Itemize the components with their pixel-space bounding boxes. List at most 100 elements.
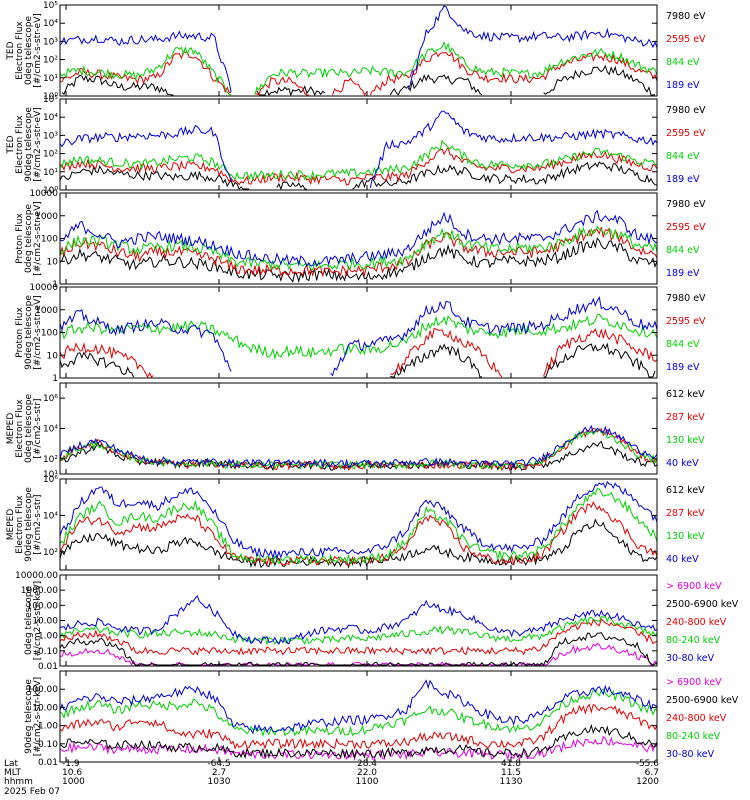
series-3-trace: [59, 703, 658, 750]
y-tick-label: 10⁵: [43, 95, 58, 105]
y-axis-label: 90deg telescope: [24, 679, 34, 754]
y-tick-label: 10000: [29, 189, 58, 199]
panel-7: 0.01 0.10 1.00 10.00 100.00 1000.00 10000.00 0d…: [15, 571, 739, 672]
panel-4: 1 10 100 1000 10000 Proton Flux 90deg telescop…: [15, 283, 706, 384]
legend-entry: 2595 eV: [666, 34, 706, 45]
y-axis-label: [#/cm2-s-str-eV]: [33, 201, 43, 276]
y-tick-label: 10000.00: [15, 571, 58, 581]
y-axis-label: 0deg telescope: [24, 586, 34, 656]
series-1-trace: [59, 518, 658, 569]
y-tick-label: 1: [52, 280, 58, 290]
series-1-trace: [59, 440, 658, 472]
y-axis-label: Electron Flux: [15, 115, 25, 174]
y-tick-label: 1.00: [38, 632, 58, 642]
series-4-trace: [59, 480, 658, 560]
y-axis-label: 90deg telescope: [24, 107, 34, 182]
y-axis-label: 90deg telescope: [24, 487, 34, 562]
y-axis-label: 0deg telescope: [24, 204, 34, 274]
legend-entry: 7980 eV: [666, 11, 706, 22]
legend-entry: 2500-6900 keV: [666, 695, 739, 706]
y-tick-label: 0.01: [38, 758, 58, 768]
legend-entry: 2595 eV: [666, 316, 706, 327]
series-2-trace: [59, 427, 658, 472]
y-tick-label: 10: [47, 351, 59, 361]
bottom-axis-value: 1200: [636, 777, 659, 787]
legend-entry: 7980 eV: [666, 199, 706, 210]
legend-entry: 30-80 keV: [666, 749, 715, 760]
series-1-trace: [59, 161, 658, 191]
y-tick-label: 10²: [43, 150, 58, 160]
bottom-axis-value: -55.6: [636, 759, 660, 769]
bottom-axis-value: 41.8: [501, 759, 521, 769]
legend-entry: 844 eV: [666, 339, 700, 350]
y-tick-label: 100: [41, 235, 58, 245]
bottom-axis-value: 28.4: [357, 759, 377, 769]
y-tick-label: 10⁴: [43, 425, 58, 435]
series-4-trace: [59, 209, 658, 267]
y-tick-label: 10.00: [32, 703, 58, 713]
series-3-trace: [59, 488, 658, 565]
legend-entry: 189 eV: [666, 174, 700, 185]
y-tick-label: 10⁰: [43, 92, 58, 102]
y-tick-label: 10⁶: [43, 394, 58, 404]
y-tick-label: 100: [41, 329, 58, 339]
series-1-trace: [59, 735, 658, 761]
bottom-axis-value: 10.6: [62, 768, 82, 778]
legend-entry: 189 eV: [666, 80, 700, 91]
series-4-trace: [59, 295, 658, 377]
panel-5: 10¹ 10² 10⁴ 10⁶ MEPED Electron Flux 0deg teles…: [6, 382, 705, 480]
y-tick-label: 10¹: [43, 470, 58, 480]
bottom-row-label: hhmm: [4, 777, 33, 787]
y-tick-label: 10: [47, 257, 59, 267]
legend-entry: 130 keV: [666, 435, 705, 446]
y-axis-label: Electron Flux: [15, 21, 25, 80]
series-4-trace: [59, 424, 658, 469]
y-axis-label: Proton Flux: [15, 307, 25, 358]
legend-entry: 2500-6900 keV: [666, 599, 739, 610]
y-axis-label: Electron Flux: [15, 399, 25, 458]
plot-frame: [59, 670, 658, 763]
series-3-trace: [59, 618, 658, 656]
legend-entry: 40 keV: [666, 458, 699, 469]
bottom-row-label: MLT: [4, 768, 22, 778]
panel-3: 1 10 100 1000 10000 Proton Flux 0deg telescope…: [15, 189, 706, 290]
y-tick-label: 10⁴: [43, 511, 58, 521]
series-2-trace: [59, 51, 658, 97]
series-2-trace: [59, 632, 658, 666]
series-1-trace: [61, 64, 656, 97]
series-4-trace: [59, 615, 658, 646]
series-2-trace: [59, 328, 658, 379]
y-tick-label: 100.00: [27, 601, 59, 611]
panel-6: 10² 10⁴ 10⁶ MEPED Electron Flux 90deg telesco…: [6, 475, 705, 571]
plot-frame: [59, 478, 658, 571]
y-tick-label: 1000.00: [21, 586, 58, 596]
series-5-trace: [59, 679, 658, 735]
legend-entry: 2595 eV: [666, 222, 706, 233]
legend-entry: 844 eV: [666, 57, 700, 68]
panel-1: 10⁰ 10¹ 10² 10³ 10⁴ 10⁵ TED Electron Flux 0deg t…: [6, 1, 706, 102]
series-1-trace: [59, 237, 658, 284]
bottom-axis-value: -64.5: [207, 759, 230, 769]
y-tick-label: 10000: [29, 283, 58, 293]
series-3-trace: [59, 313, 658, 361]
y-tick-label: 0.10: [38, 740, 58, 750]
legend-entry: 80-240 keV: [666, 635, 721, 646]
legend-entry: 287 keV: [666, 508, 705, 519]
plot-frame: [59, 4, 658, 97]
bottom-axis-value: 1130: [500, 777, 523, 787]
y-tick-label: 10²: [43, 548, 58, 558]
y-axis-label: TED: [6, 135, 16, 154]
y-axis-label: [#/cm2-s-str-keV]: [33, 677, 43, 756]
bottom-axis-value: 1000: [62, 777, 85, 787]
panel-2: 10⁰ 10¹ 10² 10³ 10⁴ 10⁵ TED Electron Flux 90deg …: [6, 95, 706, 196]
y-tick-label: 10⁰: [43, 186, 58, 196]
series-1-trace: [59, 342, 656, 378]
legend-entry: 130 keV: [666, 531, 705, 542]
y-axis-label: MEPED: [6, 509, 16, 541]
y-axis-label: 0deg telescope: [24, 16, 34, 86]
y-tick-label: 10¹: [43, 74, 58, 84]
date-label: 2025 Feb 07: [4, 787, 60, 797]
series-4-trace: [59, 5, 658, 92]
y-tick-label: 10⁴: [43, 113, 58, 123]
